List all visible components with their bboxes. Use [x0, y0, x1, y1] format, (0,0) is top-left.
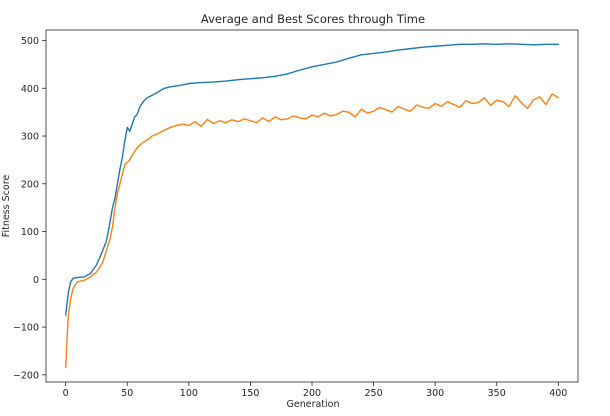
x-tick-label: 300 — [426, 388, 444, 399]
x-tick-label: 150 — [241, 388, 259, 399]
x-axis-label: Generation — [287, 399, 340, 410]
x-tick-label: 50 — [121, 388, 133, 399]
x-tick-label: 200 — [303, 388, 321, 399]
y-tick-label: 500 — [21, 36, 39, 47]
y-axis-label: Fitness Score — [1, 175, 12, 238]
x-tick-label: 0 — [63, 388, 69, 399]
y-tick-label: 100 — [21, 227, 39, 238]
x-tick-label: 250 — [365, 388, 383, 399]
y-tick-label: −100 — [13, 323, 39, 334]
y-tick-label: 300 — [21, 132, 39, 143]
y-tick-label: 400 — [21, 84, 39, 95]
series-line-1 — [64, 43, 559, 316]
y-tick-label: 0 — [33, 275, 39, 286]
x-tick-label: 100 — [180, 388, 198, 399]
y-tick-label: 200 — [21, 179, 39, 190]
x-tick-label: 400 — [549, 388, 567, 399]
chart-title: Average and Best Scores through Time — [201, 12, 425, 26]
plot-frame — [45, 29, 579, 383]
series-line-2 — [64, 93, 559, 369]
y-tick-label: −200 — [13, 370, 39, 381]
x-tick-label: 350 — [488, 388, 506, 399]
